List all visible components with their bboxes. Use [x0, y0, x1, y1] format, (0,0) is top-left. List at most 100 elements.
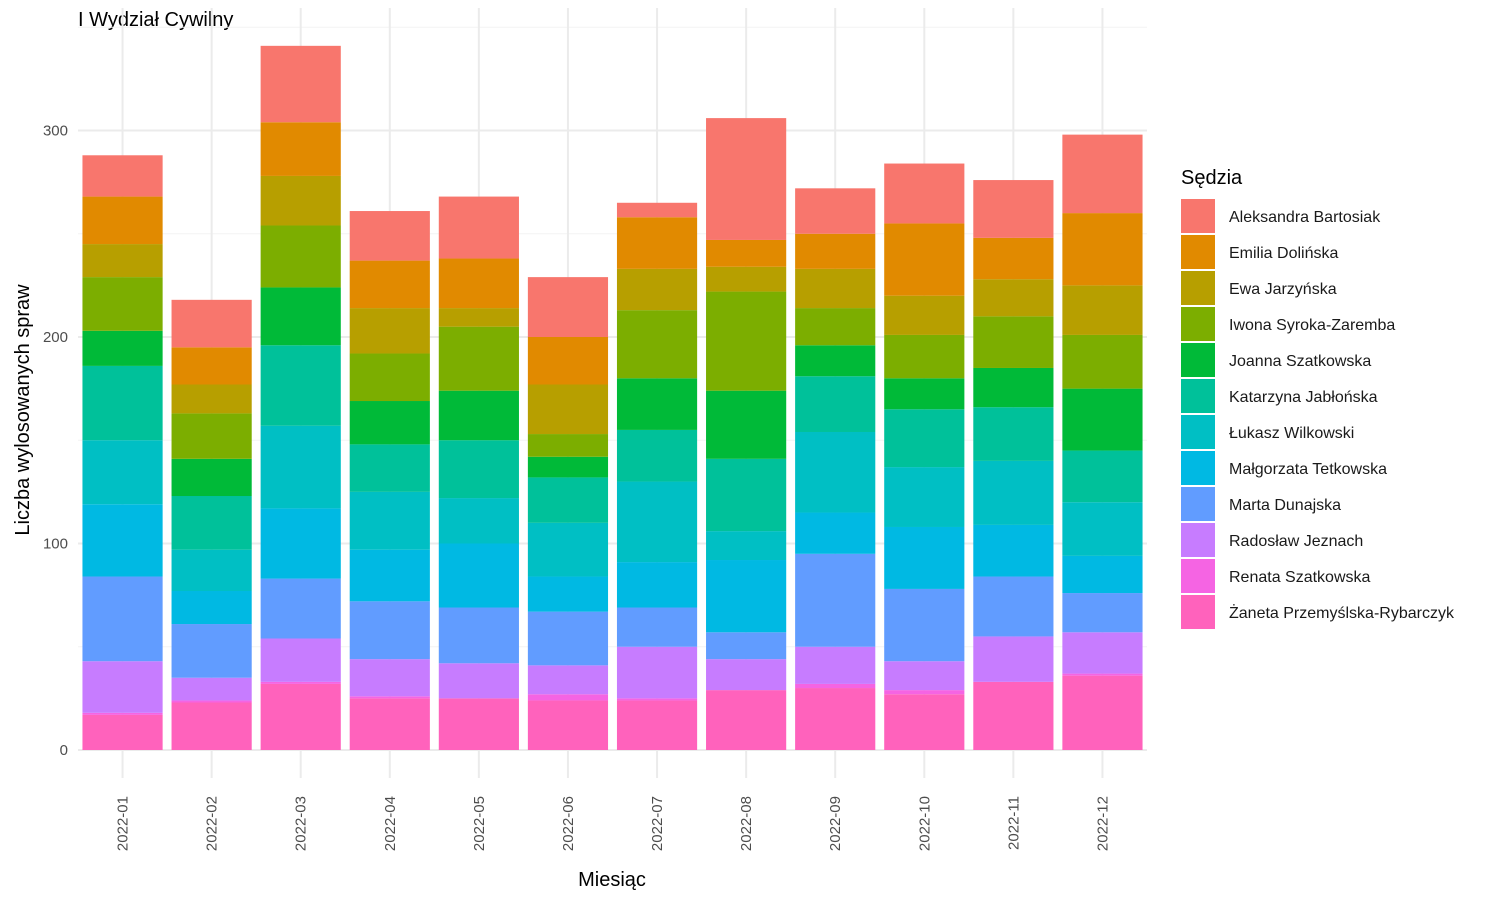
bar-segment [82, 504, 163, 577]
bar-segment [171, 624, 252, 678]
bar-segment [973, 524, 1054, 577]
bar-segment [1062, 388, 1143, 451]
bar-segment [616, 378, 698, 430]
bar-segment [438, 607, 519, 664]
bar-segment [527, 277, 609, 337]
bar-segment [171, 347, 252, 385]
bar-segment [795, 431, 876, 513]
bar-segment [616, 562, 698, 608]
bar-segment [616, 268, 698, 311]
bar-segment [527, 665, 609, 695]
bar-segment [1062, 213, 1143, 286]
legend-label: Żaneta Przemyślska-Rybarczyk [1229, 603, 1455, 622]
bar-segment [349, 308, 430, 354]
bar-segment [884, 378, 965, 410]
x-tick-label: 2022-04 [382, 796, 399, 851]
bar-segment [884, 694, 965, 750]
bar-segment [706, 531, 787, 561]
bar-segment [706, 458, 787, 532]
legend-label: Emilia Dolińska [1229, 245, 1338, 262]
bar-segment [438, 308, 519, 327]
bar-segment [527, 434, 609, 457]
bar-segment [438, 698, 519, 750]
legend-key [1181, 487, 1215, 521]
bar-segment [884, 588, 965, 662]
bar-segment [973, 636, 1054, 682]
bar-segment [82, 244, 163, 278]
y-tick-label: 200 [43, 329, 68, 346]
legend-key [1181, 523, 1215, 557]
bar-segment [616, 698, 698, 701]
bar-segment [706, 239, 787, 267]
bar-segment [616, 607, 698, 647]
legend-key [1181, 307, 1215, 341]
y-tick-label: 100 [43, 536, 68, 553]
x-tick-label: 2022-01 [115, 796, 132, 851]
bar-segment [260, 578, 341, 639]
bar-segment [82, 576, 163, 662]
legend-label: Renata Szatkowska [1229, 569, 1371, 586]
bar-segment [260, 45, 341, 123]
bar-segment [884, 526, 965, 589]
bar-segment [795, 268, 876, 309]
bar-segment [438, 498, 519, 544]
bar-segment [438, 543, 519, 608]
bar-segment [527, 384, 609, 435]
legend-label: Łukasz Wilkowski [1229, 425, 1354, 442]
bar-segment [973, 407, 1054, 461]
bar-segment [527, 337, 609, 385]
legend-key [1181, 559, 1215, 593]
legend: Aleksandra Bartosiak Emilia Dolińska Ewa J… [1181, 199, 1455, 629]
bar-segment [349, 211, 430, 261]
bar-segment [884, 467, 965, 527]
bar-segment [795, 512, 876, 554]
bar-segment [884, 409, 965, 468]
legend-label: Radosław Jeznach [1229, 533, 1363, 550]
legend-key [1181, 595, 1215, 629]
x-tick-label: 2022-03 [293, 796, 310, 851]
bar-segment [349, 549, 430, 602]
bar-segment [349, 696, 430, 699]
bar-segment [260, 122, 341, 176]
bar-segment [438, 440, 519, 499]
x-tick-label: 2022-12 [1094, 796, 1111, 851]
bar-segment [1062, 134, 1143, 214]
bar-segment [438, 663, 519, 699]
bar-segment [82, 365, 163, 441]
bar-segment [82, 440, 163, 505]
bar-segment [260, 425, 341, 509]
x-tick-label: 2022-09 [827, 796, 844, 851]
bar-segment [260, 225, 341, 288]
bar-segment [260, 681, 341, 684]
legend-label: Aleksandra Bartosiak [1229, 209, 1381, 226]
bar-segment [616, 202, 698, 218]
bar-segment [171, 677, 252, 701]
bar-segment [438, 326, 519, 391]
bar-segment [82, 196, 163, 245]
bar-segment [82, 155, 163, 197]
bar-segment [260, 287, 341, 346]
bar-segment [795, 683, 876, 689]
bar-segment [82, 714, 163, 750]
bar-segment [973, 237, 1054, 280]
bar-segment [527, 611, 609, 666]
bar-segment [260, 638, 341, 682]
legend-label: Joanna Szatkowska [1229, 353, 1371, 370]
bar-segment [706, 291, 787, 391]
bar-segment [260, 683, 341, 750]
bar-segment [706, 690, 787, 750]
bar-segment [795, 345, 876, 377]
y-axis-title: Liczba wylosowanych spraw [12, 284, 34, 536]
bar-segment [438, 258, 519, 309]
bar-segment [1062, 632, 1143, 674]
bar-segment [884, 661, 965, 691]
bar-segment [527, 456, 609, 478]
bar-segment [616, 700, 698, 750]
bar-segment [706, 390, 787, 459]
x-axis-title: Miesiąc [578, 869, 646, 891]
bar-segment [616, 646, 698, 699]
bar-segment [973, 316, 1054, 368]
legend-label: Małgorzata Tetkowska [1229, 461, 1387, 478]
bar-segment [82, 661, 163, 713]
